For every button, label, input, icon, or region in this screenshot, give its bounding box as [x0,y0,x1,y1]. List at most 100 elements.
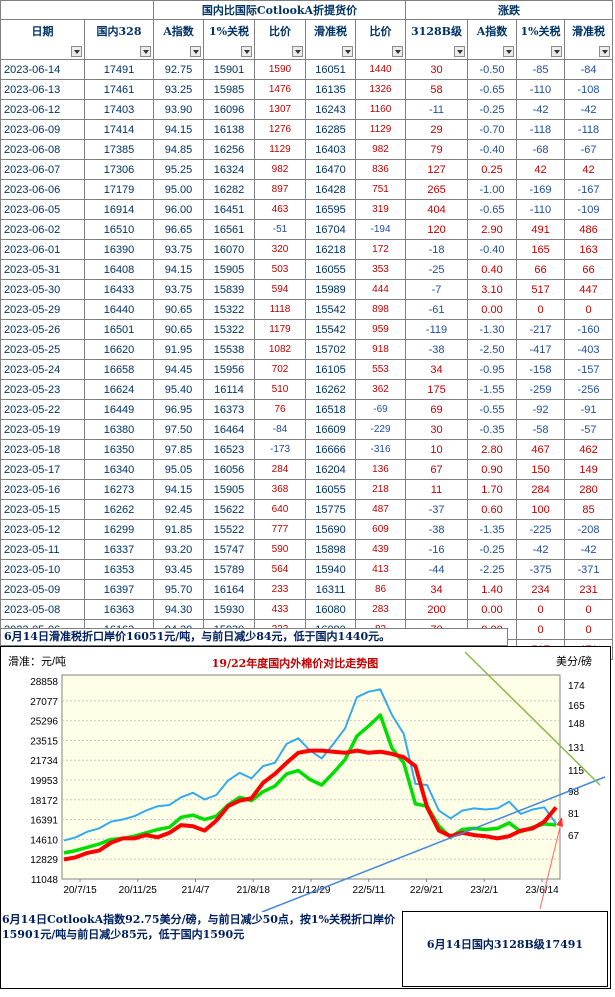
filter-dropdown-icon[interactable] [241,46,252,57]
left-tick-label: 18172 [30,796,58,807]
table-cell-0: 2023-05-23 [0,379,85,400]
table-cell-2: 91.85 [153,519,204,540]
table-cell-7: -61 [405,299,469,320]
table-cell-7: 34 [405,359,469,380]
filter-dropdown-icon[interactable] [392,46,404,57]
table-body: 2023-06-14 17491 92.75 15901 1590 16051 1440 30… [0,59,614,660]
table-cell-10: -42 [564,99,614,120]
table-cell-1: 16337 [84,539,154,560]
table-cell-9: 517 [516,279,566,300]
column-header-label: 日期 [31,25,54,38]
column-header-4: 比价 [254,19,306,60]
table-cell-6: -316 [354,439,407,460]
table-row: 2023-05-29 16440 90.65 15322 1118 15542 898 -61… [0,299,614,320]
table-cell-9: -169 [516,179,566,200]
table-row: 2023-05-30 16433 93.75 15839 594 15989 444 -7 3.… [0,279,614,300]
table-cell-3: 16164 [203,579,255,600]
table-cell-9: 0 [516,599,566,620]
table-cell-1: 16501 [84,319,154,340]
x-tick-label: 22/5/11 [352,885,385,896]
table-cell-6: -229 [354,419,407,440]
column-header-8: A指数 [467,19,518,60]
table-cell-8: 0.00 [467,599,518,620]
table-cell-9: 234 [516,579,566,600]
filter-dropdown-icon[interactable] [71,46,82,57]
column-header-row: 日期 国内328 A指数 1%关税 比价 滑准税 比价 3128B级 A指数 1%关税 滑准税 [0,19,614,60]
table-cell-3: 16561 [203,219,255,240]
table-cell-10: 280 [564,479,614,500]
table-cell-5: 16135 [305,79,356,100]
table-cell-2: 90.65 [153,299,204,320]
column-header-6: 比价 [354,19,407,60]
table-cell-3: 15985 [203,79,255,100]
table-cell-8: -0.65 [467,79,518,100]
price-table: 国内比国际CotlookA折提货价 涨跌 日期 国内328 A指数 1%关税 比价 滑准税… [0,0,614,660]
table-cell-2: 93.25 [153,79,204,100]
table-cell-4: -51 [254,219,306,240]
table-cell-4: 590 [254,539,306,560]
table-cell-9: 66 [516,259,566,280]
table-cell-3: 15956 [203,359,255,380]
table-cell-6: 319 [354,199,407,220]
table-cell-9: -42 [516,99,566,120]
filter-dropdown-icon[interactable] [140,46,151,57]
table-cell-6: 86 [354,579,407,600]
right-tick-label: 174 [568,681,585,692]
table-cell-8: 2.90 [467,219,518,240]
filter-dropdown-icon[interactable] [503,46,515,57]
table-cell-4: 594 [254,279,306,300]
filter-dropdown-icon[interactable] [599,46,611,57]
table-cell-10: -67 [564,139,614,160]
table-cell-4: 777 [254,519,306,540]
table-cell-3: 15622 [203,499,255,520]
table-cell-4: 702 [254,359,306,380]
table-cell-8: -0.25 [467,99,518,120]
table-cell-5: 15898 [305,539,356,560]
filter-dropdown-icon[interactable] [342,46,353,57]
left-tick-label: 21734 [30,756,58,767]
table-cell-6: 413 [354,559,407,580]
filter-dropdown-icon[interactable] [454,46,466,57]
table-cell-6: 136 [354,459,407,480]
arrow-line [539,818,563,910]
table-cell-8: -0.50 [467,59,518,80]
table-cell-4: 564 [254,559,306,580]
column-header-label: 国内328 [96,25,142,38]
table-cell-7: 30 [405,59,469,80]
x-tick-label: 21/12/29 [292,885,331,896]
table-cell-6: 444 [354,279,407,300]
table-row: 2023-05-08 16363 94.30 15930 433 16080 283 200 0… [0,599,614,620]
table-row: 2023-05-11 16337 93.20 15747 590 15898 439 -16-… [0,539,614,560]
table-cell-8: -1.35 [467,519,518,540]
table-cell-9: -110 [516,79,566,100]
group-header-row: 国内比国际CotlookA折提货价 涨跌 [0,0,614,20]
table-cell-0: 2023-05-31 [0,259,85,280]
table-cell-9: 150 [516,459,566,480]
table-cell-0: 2023-05-29 [0,299,85,320]
column-header-9: 1%关税 [516,19,566,60]
table-cell-10: 0 [564,599,614,620]
filter-dropdown-icon[interactable] [190,46,201,57]
series-line-0 [63,748,558,862]
table-cell-6: 353 [354,259,407,280]
table-cell-4: 503 [254,259,306,280]
table-cell-0: 2023-05-24 [0,359,85,380]
table-cell-5: 16428 [305,179,356,200]
resistance-line [464,651,601,786]
filter-dropdown-icon[interactable] [551,46,563,57]
column-header-10: 滑准税 [564,19,614,60]
table-cell-3: 16138 [203,119,255,140]
table-cell-5: 15542 [305,319,356,340]
table-cell-8: 1.40 [467,579,518,600]
right-tick-label: 67 [568,831,580,842]
table-cell-8: 3.10 [467,279,518,300]
table-cell-4: -173 [254,439,306,460]
note-sliding-tariff: 6月14日滑准税折口岸价16051元/吨，与前日减少84元，低于国内1440元。 [0,628,508,646]
table-cell-7: -38 [405,339,469,360]
right-tick-label: 165 [568,701,585,712]
left-tick-label: 19953 [30,776,58,787]
table-cell-3: 15789 [203,559,255,580]
table-cell-8: -1.55 [467,379,518,400]
filter-dropdown-icon[interactable] [292,46,303,57]
table-cell-9: -417 [516,339,566,360]
